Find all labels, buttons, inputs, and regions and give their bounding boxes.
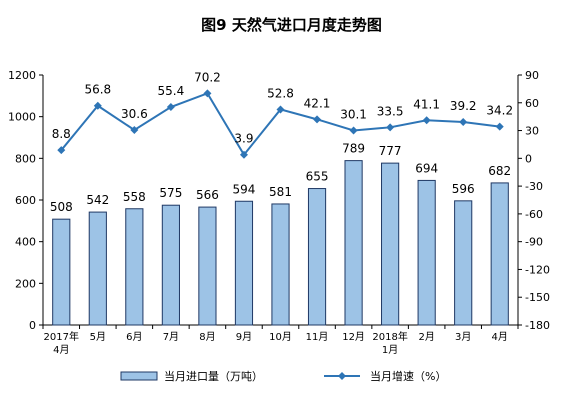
line-value-label: 34.2 [486,104,513,118]
x-tick-label: 1月 [382,344,398,356]
line-point [459,118,468,127]
line-value-label: 55.4 [158,84,185,98]
x-tick-label: 4月 [492,331,508,343]
legend-bar-label: 当月进口量（万吨） [164,369,263,383]
line-value-label: 8.8 [52,127,71,141]
legend-line-marker [338,372,346,380]
bar-value-label: 789 [342,142,365,156]
line-point [239,150,248,159]
line-value-label: 70.2 [194,70,221,84]
bar-value-label: 594 [233,182,256,196]
bar-value-label: 566 [196,188,219,202]
x-tick-label: 7月 [163,331,179,343]
x-tick-label: 10月 [269,331,292,343]
legend-bar-swatch [120,371,158,381]
bar [198,206,217,326]
line-value-label: 33.5 [377,104,404,118]
y-right-tick-label: -30 [525,180,543,193]
line-point [130,126,139,134]
line-point [495,122,504,131]
x-tick-label: 6月 [126,331,142,343]
bar-value-label: 542 [86,193,109,207]
y-right-tick-label: 60 [525,97,539,110]
y-right-tick-label: -180 [525,319,550,332]
line-point [422,116,431,125]
legend-line-label: 当月增速（%） [370,369,446,383]
x-tick-label: 5月 [90,331,106,343]
line-point [276,105,285,114]
y-left-tick-label: 400 [15,236,36,249]
bar [344,160,363,326]
y-left-tick-label: 0 [29,319,36,332]
x-tick-label: 9月 [236,331,252,343]
line-value-label: 39.2 [450,99,477,113]
bar-value-label: 581 [269,185,292,199]
line-value-label: 30.1 [340,107,367,121]
x-tick-label: 3月 [455,331,471,343]
bar [234,200,254,326]
line-value-label: 30.6 [121,107,148,121]
y-right-tick-label: 0 [525,152,532,165]
bar-value-label: 655 [306,170,329,184]
bar-value-label: 777 [379,144,402,158]
line-series [57,89,504,159]
line-point [386,123,395,132]
bar [88,211,107,326]
y-left-tick-label: 1200 [8,69,36,82]
line-point [203,89,212,98]
y-left-tick-label: 800 [15,152,36,165]
x-tick-label: 2017年 [44,330,79,343]
bar-value-label: 508 [50,200,73,214]
bar [161,204,180,326]
x-tick-label: 4月 [53,344,69,356]
x-tick-label: 2018年 [372,330,407,343]
y-left-tick-label: 600 [15,194,36,207]
line-point [349,126,358,135]
line-point [313,115,322,124]
line-point [93,101,102,110]
bar [271,203,290,326]
y-left-tick-label: 200 [15,277,36,290]
line-point [166,103,175,112]
bar [52,218,71,326]
x-tick-label: 8月 [199,331,215,343]
bar [454,200,473,326]
line-value-label: 42.1 [304,96,331,110]
bar-value-label: 575 [159,186,182,200]
y-right-tick-label: 90 [525,69,539,82]
y-right-tick-label: 30 [525,125,539,138]
axes: 020040060080010001200-180-150-120-90-60-… [8,69,550,332]
bar-value-label: 558 [123,190,146,204]
bar [381,162,400,326]
bar [490,182,509,326]
bar-value-label: 694 [415,161,438,175]
chart-title: 图9 天然气进口月度走势图 [201,16,382,34]
line-value-label: 41.1 [413,97,440,111]
line-value-label: 3.9 [234,132,253,146]
data-labels: 508 542 558 575 566 594 581 655 789 777 694 596 682 8… [50,70,513,214]
x-tick-label: 12月 [342,331,365,343]
bar [125,208,144,326]
y-right-tick-label: -150 [525,291,550,304]
bar [417,179,436,326]
bar-value-label: 682 [488,164,511,178]
line-value-label: 56.8 [84,83,111,97]
bar-value-label: 596 [452,182,475,196]
x-tick-label: 2月 [418,331,434,343]
x-tick-label: 11月 [306,331,329,343]
line-point [57,146,66,155]
y-right-tick-label: -60 [525,208,543,221]
bar [307,188,327,326]
line-value-label: 52.8 [267,86,294,100]
y-right-tick-label: -120 [525,263,550,276]
legend: 当月进口量（万吨） 当月增速（%） [120,369,446,383]
y-right-tick-label: -90 [525,236,543,249]
y-left-tick-label: 1000 [8,111,36,124]
bar-series [52,160,509,326]
